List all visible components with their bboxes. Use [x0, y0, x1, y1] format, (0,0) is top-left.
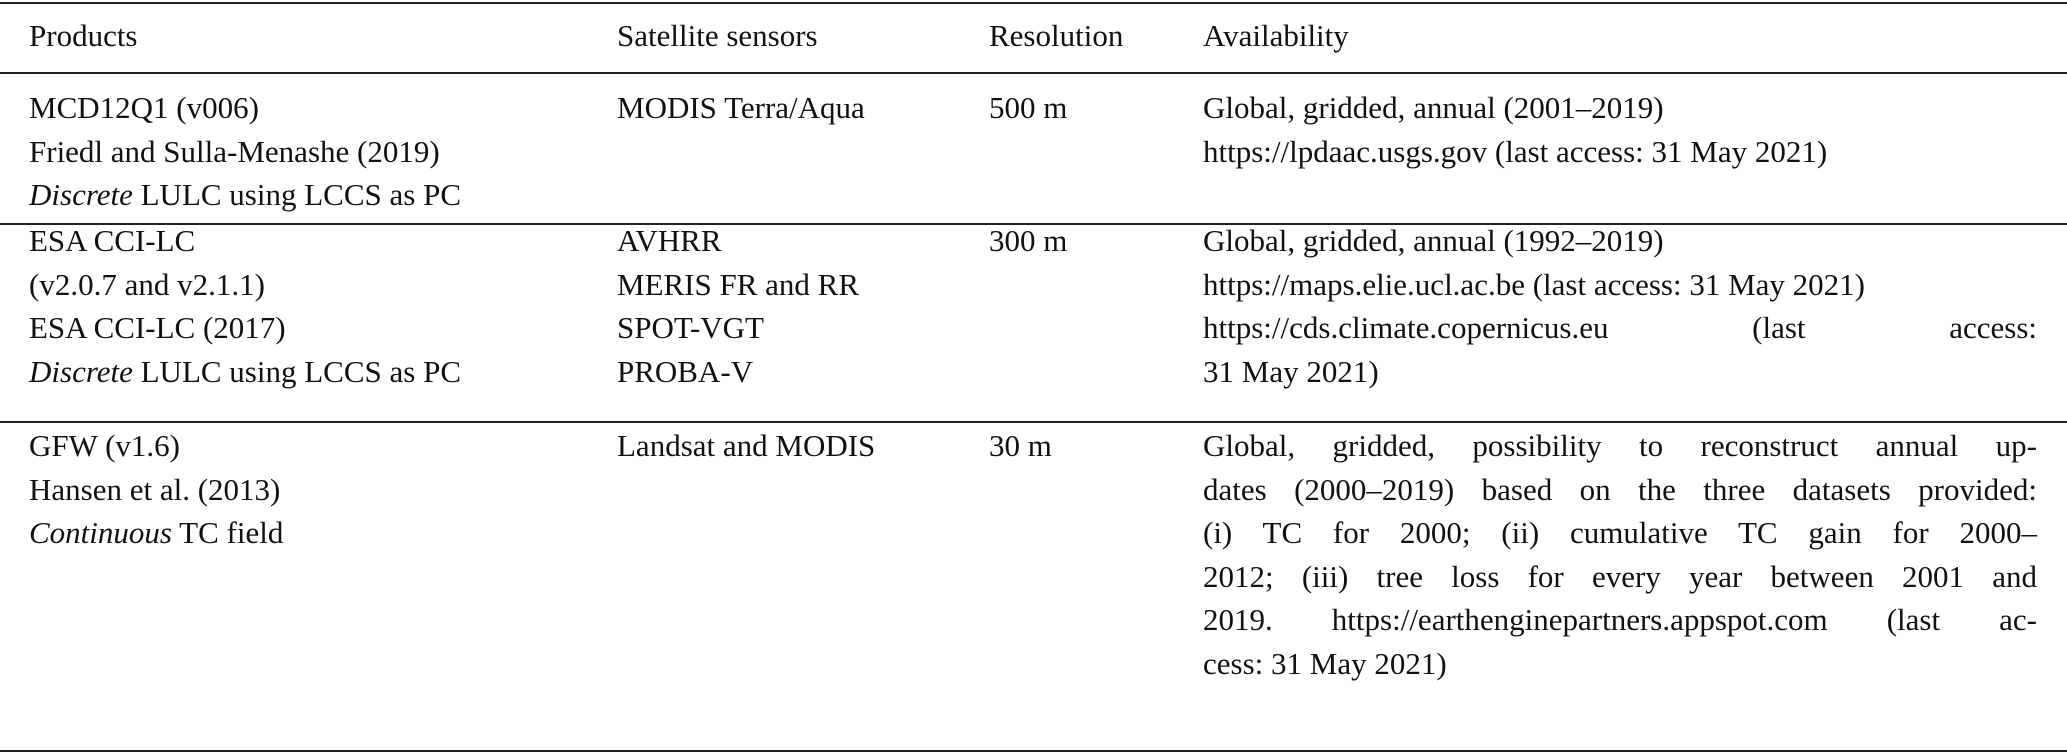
product-type-desc: LULC using LCCS as PC — [132, 353, 462, 389]
product-type: Discrete — [29, 353, 133, 389]
cell-sensors: AVHRR MERIS FR and RR SPOT-VGT PROBA-V — [617, 219, 859, 393]
product-line: ESA CCI-LC (2017) — [29, 310, 286, 345]
cell-products: GFW (v1.6) Hansen et al. (2013) Continuous… — [29, 424, 283, 555]
product-line: Friedl and Sulla-Menashe (2019) — [29, 133, 440, 169]
bottom-rule — [0, 750, 2067, 752]
cell-resolution: 300 m — [989, 223, 1068, 258]
sensor: MODIS Terra/Aqua — [617, 90, 865, 125]
row-rule — [0, 421, 2067, 423]
product-line: GFW (v1.6) — [29, 428, 180, 463]
cell-sensors: MODIS Terra/Aqua — [617, 86, 865, 130]
availability-line: 2019. https://earthenginepartners.appspo… — [1203, 602, 2037, 637]
sensor: MERIS FR and RR — [617, 266, 860, 302]
product-type-line: Continuous TC field — [29, 511, 283, 555]
sensor: SPOT-VGT — [617, 310, 764, 345]
product-type: Discrete — [29, 177, 133, 212]
product-type-desc: LULC using LCCS as PC — [132, 177, 462, 212]
cell-sensors: Landsat and MODIS — [617, 424, 875, 468]
cell-resolution: 30 m — [989, 428, 1052, 463]
availability-line: Global, gridded, annual (2001–2019) — [1203, 90, 1664, 125]
availability-line: https://cds.climate.copernicus.eu (last … — [1203, 310, 2037, 345]
availability-line: (i) TC for 2000; (ii) cumulative TC gain… — [1203, 515, 2037, 550]
product-type-desc: TC field — [171, 515, 284, 550]
product-line: MCD12Q1 (v006) — [29, 90, 259, 125]
header-sensors: Satellite sensors — [617, 18, 818, 53]
row-rule — [0, 223, 2067, 225]
sensor: AVHRR — [617, 223, 722, 258]
availability-line: dates (2000–2019) based on the three dat… — [1203, 471, 2037, 507]
product-type: Continuous — [29, 515, 172, 550]
cell-resolution: 500 m — [989, 90, 1068, 125]
availability-line: 31 May 2021) — [1203, 353, 1379, 389]
header-rule — [0, 72, 2067, 74]
sensor: Landsat and MODIS — [617, 428, 876, 463]
cell-products: ESA CCI-LC (v2.0.7 and v2.1.1) ESA CCI-LC … — [29, 219, 461, 393]
header-resolution: Resolution — [989, 18, 1124, 53]
availability-line: https://maps.elie.ucl.ac.be (last access… — [1203, 266, 1866, 302]
cell-products: MCD12Q1 (v006) Friedl and Sulla-Menashe (… — [29, 86, 461, 217]
product-type-line: Discrete LULC using LCCS as PC — [29, 173, 461, 217]
header-availability: Availability — [1203, 18, 1349, 53]
top-rule — [0, 2, 2067, 4]
cell-availability: Global, gridded, possibility to reconstr… — [1203, 424, 2037, 685]
availability-line: cess: 31 May 2021) — [1203, 645, 1447, 681]
product-line: ESA CCI-LC — [29, 223, 196, 258]
availability-line: 2012; (iii) tree loss for every year bet… — [1203, 558, 2037, 594]
availability-line: Global, gridded, possibility to reconstr… — [1203, 428, 2037, 463]
availability-line: Global, gridded, annual (1992–2019) — [1203, 223, 1664, 258]
sensor: PROBA-V — [617, 353, 754, 389]
availability-line: https://lpdaac.usgs.gov (last access: 31… — [1203, 133, 1828, 169]
product-type-line: Discrete LULC using LCCS as PC — [29, 350, 461, 394]
product-line: (v2.0.7 and v2.1.1) — [29, 266, 265, 302]
product-line: Hansen et al. (2013) — [29, 471, 281, 507]
header-products: Products — [29, 18, 138, 53]
cell-availability: Global, gridded, annual (2001–2019) https… — [1203, 86, 2037, 173]
cell-availability: Global, gridded, annual (1992–2019) https… — [1203, 219, 2037, 393]
